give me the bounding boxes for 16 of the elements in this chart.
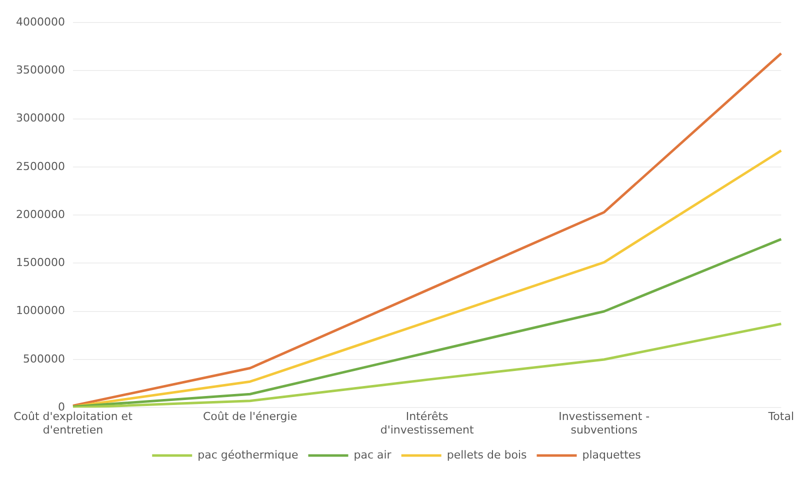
y-tick-label: 1500000 bbox=[16, 256, 65, 270]
y-tick-label: 2000000 bbox=[16, 208, 65, 221]
y-tick-label: 3000000 bbox=[16, 112, 65, 125]
y-tick-label: 500000 bbox=[22, 352, 65, 366]
x-tick-label: Intérêts d'investissement bbox=[380, 410, 474, 436]
y-tick-label: 1000000 bbox=[16, 304, 65, 318]
y-tick-label: 4000000 bbox=[16, 15, 65, 28]
legend-label: plaquettes bbox=[582, 448, 642, 462]
x-tick-label: Total bbox=[767, 410, 794, 424]
legend-label: pac géothermique bbox=[198, 448, 298, 462]
legend-label: pellets de bois bbox=[446, 448, 528, 462]
x-tick-label: Coût de l'énergie bbox=[202, 410, 298, 424]
x-tick-label: Investissement - subventions bbox=[558, 410, 650, 436]
y-tick-label: 2500000 bbox=[16, 160, 65, 173]
y-tick-label: 3500000 bbox=[16, 64, 65, 77]
legend-label: pac air bbox=[354, 448, 392, 462]
